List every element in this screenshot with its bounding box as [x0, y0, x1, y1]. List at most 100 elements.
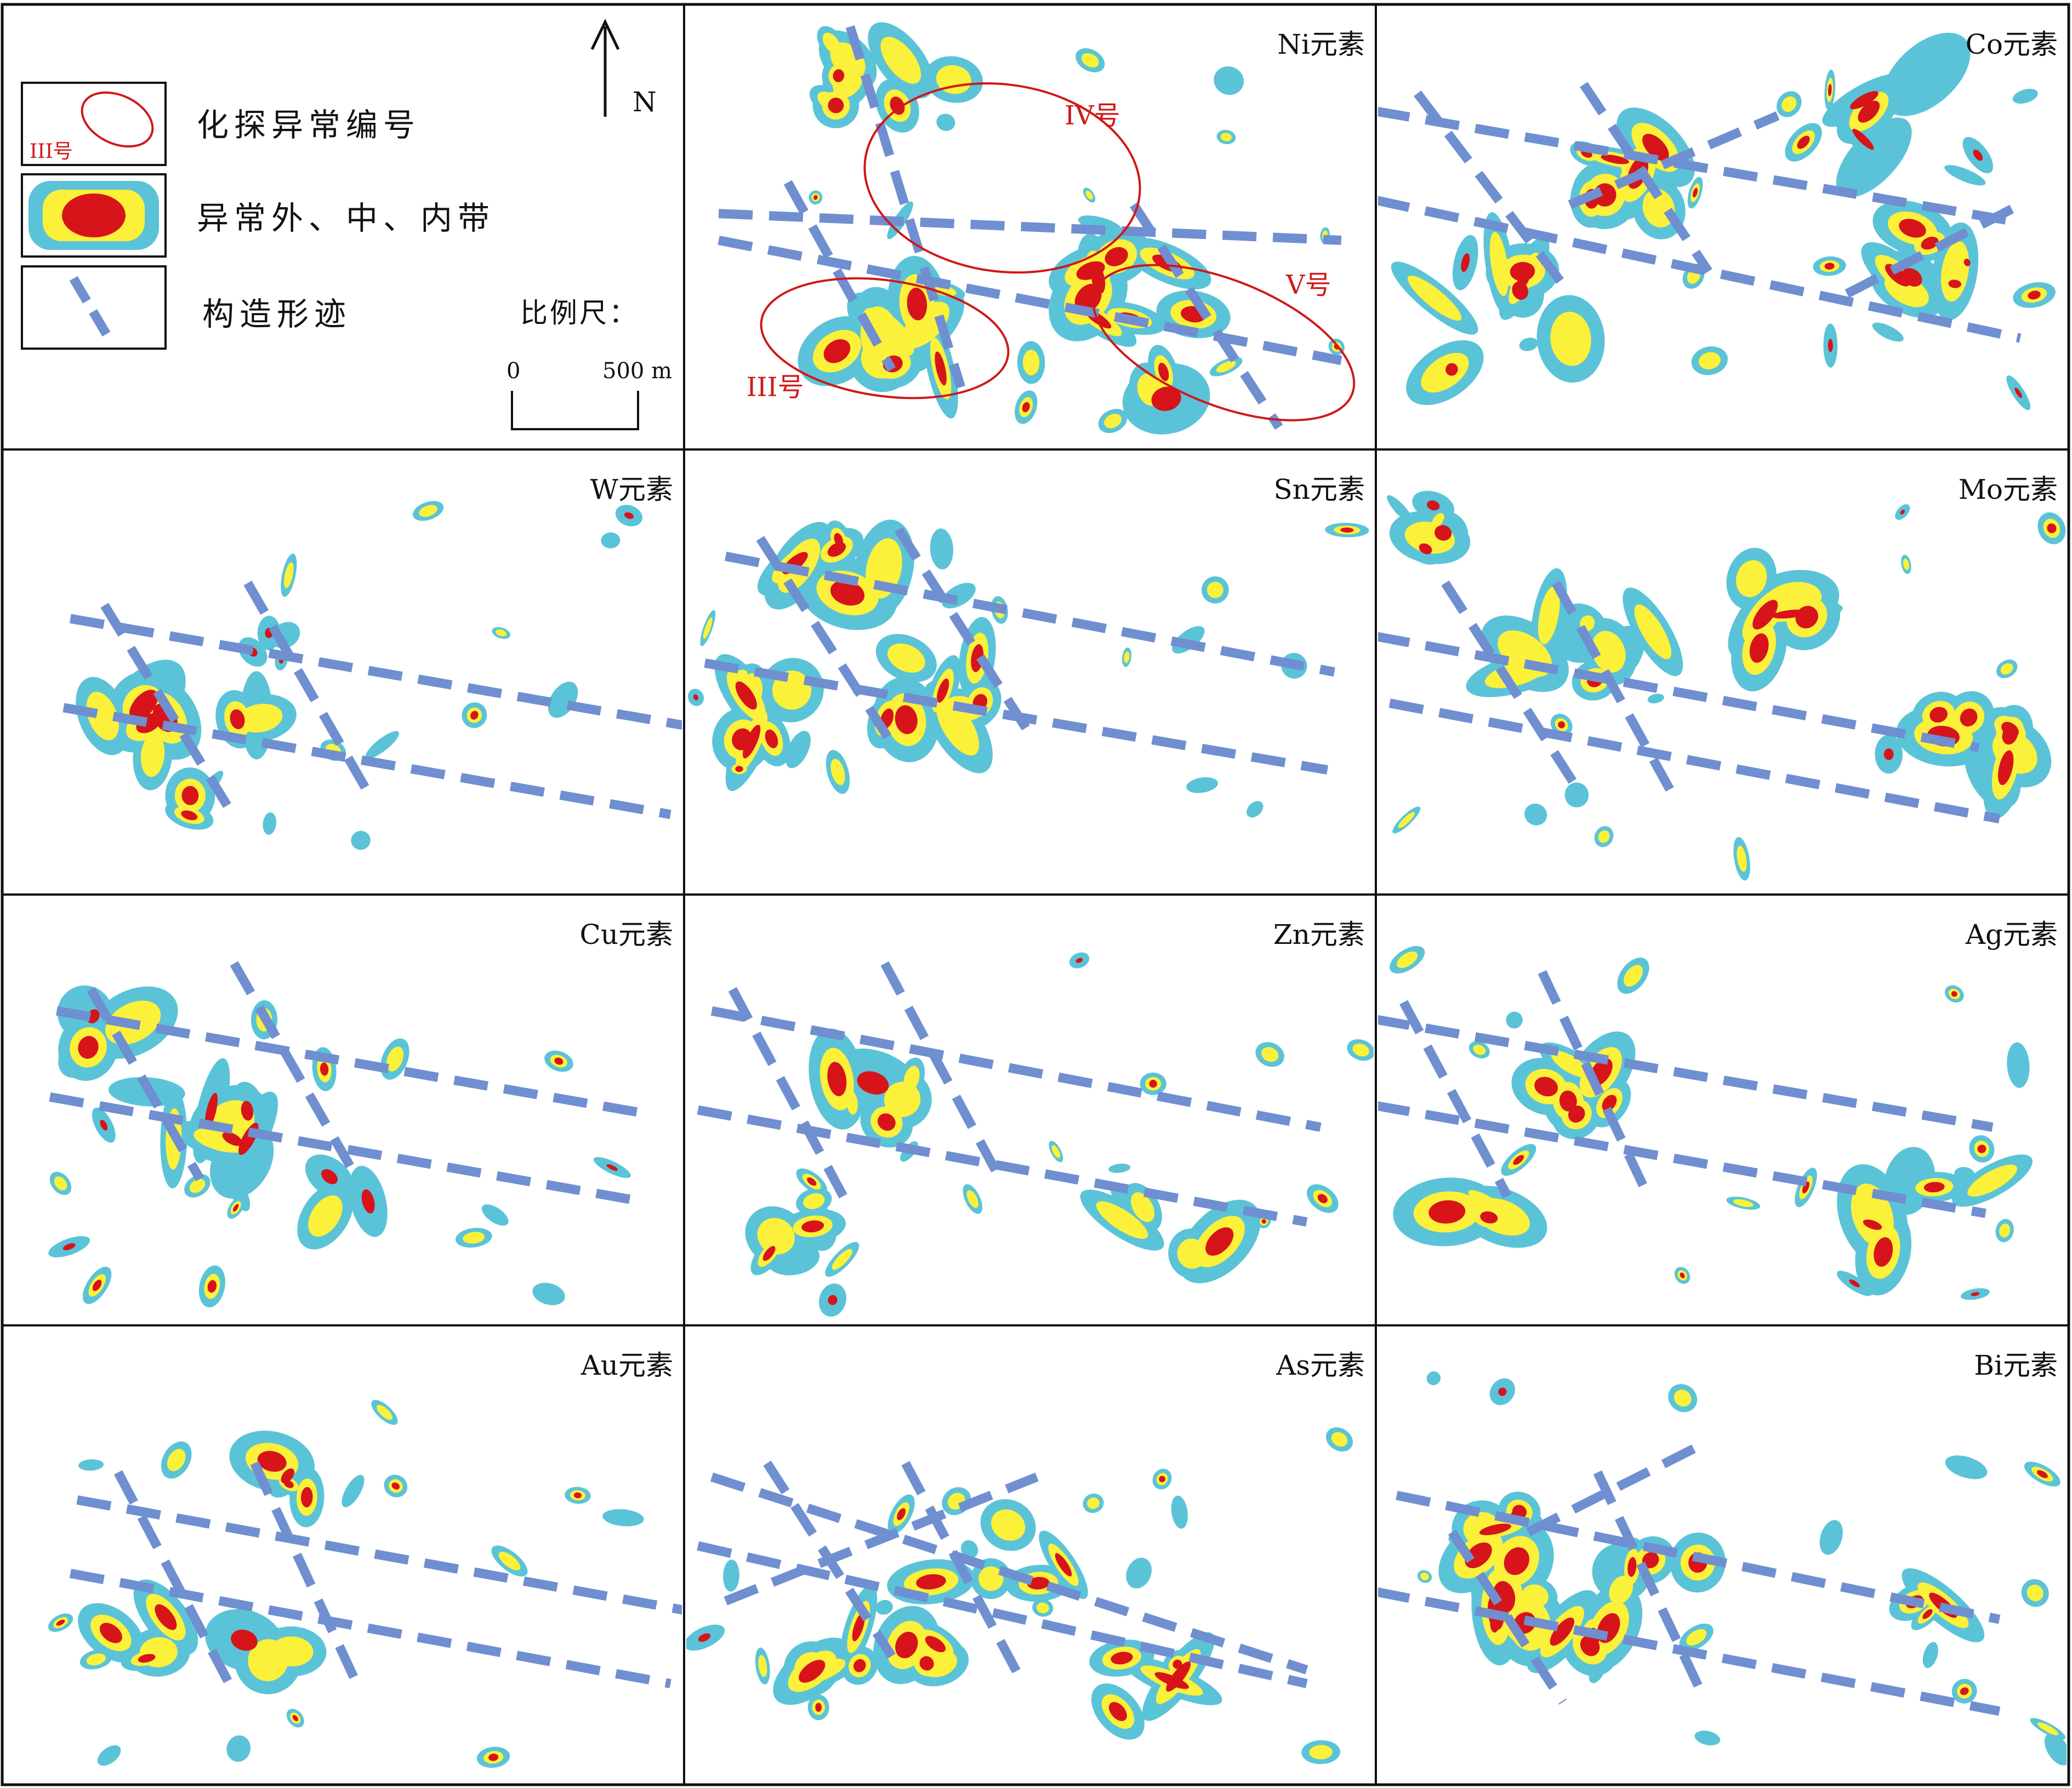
middle-zone-blob — [978, 1566, 1004, 1591]
inner-zone-blob — [919, 1656, 934, 1671]
middle-zone-blob — [1551, 1051, 1589, 1078]
middle-zone-blob — [757, 1217, 795, 1255]
middle-zone-spot — [1398, 812, 1415, 828]
inner-zone-blob — [361, 1189, 375, 1214]
middle-zone-spot — [496, 629, 507, 637]
inner-zone-spot — [56, 1619, 65, 1626]
inner-zone-blob — [1479, 1523, 1511, 1535]
outer-zone-spot — [341, 1474, 365, 1507]
middle-zone-spot — [758, 1655, 767, 1677]
inner-zone-blob — [1154, 1672, 1189, 1689]
panel-Ag元素: Ag元素 — [1378, 919, 2058, 1300]
middle-zone-spot — [830, 759, 845, 785]
inner-zone-blob — [1797, 135, 1810, 149]
structure-symbol — [69, 276, 113, 341]
structure-traces — [697, 961, 1322, 1227]
inner-zone-blob — [1158, 362, 1169, 381]
inner-zone-spot — [470, 710, 479, 720]
scale-bar — [511, 391, 639, 430]
structure-line — [697, 1105, 1308, 1227]
structure-line — [845, 25, 965, 389]
middle-zone-blob — [193, 1128, 251, 1153]
panel-Mo元素: Mo元素 — [1378, 474, 2066, 881]
middle-zone-spot — [1733, 1199, 1754, 1208]
inner-zone-blob — [2002, 724, 2018, 745]
inner-zone-blob — [204, 1092, 218, 1129]
outer-zone-spot — [961, 1540, 978, 1559]
inner-zone-blob — [222, 1132, 243, 1146]
inner-zone-blob — [1461, 253, 1470, 272]
inner-zone-blob — [1858, 100, 1880, 123]
inner-zone-spot — [1977, 1144, 1986, 1153]
inner-zone-spot — [698, 1633, 711, 1642]
middle-zone-spot — [1216, 361, 1236, 373]
inner-zone-spot — [488, 1753, 499, 1761]
panel-Ni元素: Ni元素 IV号 V号 III号 — [718, 22, 1365, 435]
inner-zone-blob — [1419, 543, 1432, 555]
inner-zone-blob — [257, 1450, 287, 1472]
middle-zone-spot — [376, 1404, 393, 1420]
inner-zone-blob — [1534, 1077, 1558, 1097]
scale-zero-label: 0 — [506, 358, 520, 384]
middle-zone-blob — [822, 32, 840, 54]
inner-zone-spot — [1824, 263, 1835, 270]
middle-zone-spot — [1022, 350, 1040, 375]
inner-zone-blob — [937, 678, 949, 703]
element-label: Mo元素 — [1959, 474, 2058, 505]
inner-zone-spot — [1971, 1292, 1980, 1296]
outer-zone-spot — [1078, 215, 1123, 235]
inner-zone-blob — [762, 1246, 776, 1261]
legend-label-structure: 构造形迹 — [202, 295, 351, 333]
middle-zone-blob — [1463, 1512, 1501, 1547]
inner-zone-blob — [765, 729, 778, 748]
middle-zone-blob — [1967, 1164, 2017, 1197]
inner-zone-blob — [1948, 280, 1962, 288]
inner-zone-spot — [807, 1177, 817, 1186]
inner-zone-blob — [1642, 134, 1669, 161]
panel-Bi元素: Bi元素 — [1378, 1349, 2067, 1766]
middle-zone-blob — [1468, 1190, 1513, 1220]
element-panels: Ni元素 IV号 V号 III号 Co元素 W元素 Sn元素 Mo元素 Cu元素 Zn元素 Ag元素… — [48, 22, 2067, 1768]
structure-line — [1378, 106, 2021, 227]
middle-zone-spot — [498, 1551, 521, 1570]
inner-zone-blob — [1568, 1106, 1585, 1123]
inner-zone-blob — [1749, 633, 1769, 663]
structure-line — [756, 536, 896, 746]
structure-traces — [62, 580, 682, 819]
inner-zone-layer — [1428, 991, 1986, 1296]
inner-zone-spot — [735, 766, 743, 772]
structure-line — [100, 602, 231, 808]
panel-Co元素: Co元素 — [1378, 29, 2058, 411]
inner-zone-spot — [815, 1702, 822, 1712]
inner-zone-spot — [693, 694, 698, 701]
inner-zone-blob — [99, 1622, 122, 1643]
structure-line — [62, 703, 671, 819]
panel-body — [697, 952, 1374, 1317]
middle-zone-spot — [1698, 352, 1721, 369]
structure-line — [718, 209, 1342, 245]
legend-box-structure — [21, 265, 167, 350]
inner-zone-blob — [853, 1659, 866, 1672]
inner-zone-blob — [231, 1630, 258, 1651]
north-arrow-icon — [590, 19, 620, 50]
middle-zone-blob — [1421, 352, 1469, 393]
inner-zone-spot — [207, 1280, 217, 1293]
inner-zone-spot — [391, 1482, 400, 1490]
outer-zone-spot — [2012, 88, 2038, 104]
structure-traces — [718, 25, 1342, 430]
anomaly-outlines: IV号 V号 III号 — [747, 82, 1356, 422]
inner-zone-blob — [1480, 1211, 1498, 1224]
inner-zone-spot — [232, 1204, 239, 1212]
inner-zone-blob — [181, 785, 199, 805]
inner-zone-spot — [1427, 500, 1440, 511]
inner-zone-spot — [1075, 958, 1083, 963]
outer-zone-spot — [601, 532, 621, 549]
structure-traces — [69, 1461, 682, 1695]
middle-zone-blob — [140, 733, 165, 777]
inner-zone-blob — [1885, 264, 1910, 287]
inner-zone-blob — [1602, 1095, 1617, 1112]
middle-zone-spot — [1124, 651, 1130, 663]
inner-zone-blob — [833, 69, 845, 82]
